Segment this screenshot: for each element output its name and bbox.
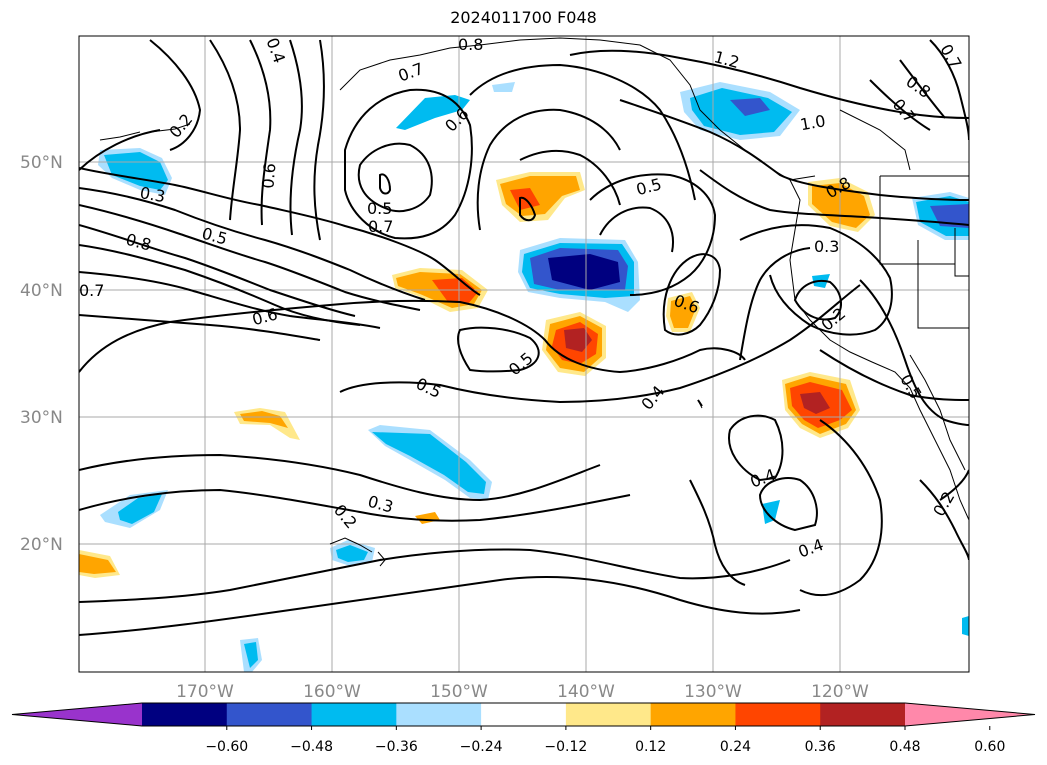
- colorbar-tick-label: −0.48: [290, 739, 333, 755]
- lon-label: 160°W: [303, 682, 361, 702]
- contour-label: 0.4: [796, 535, 826, 562]
- colorbar-tick-label: −0.60: [205, 739, 248, 755]
- colorbar-segment: [226, 703, 313, 726]
- lat-label: 30°N: [20, 408, 63, 428]
- colorbar-segment: [565, 703, 652, 726]
- contour-label: 0.8: [458, 35, 483, 54]
- contour-label: 0.7: [889, 95, 920, 127]
- contour-label: 1.0: [799, 111, 827, 134]
- colorbar-extend-high: [905, 703, 1035, 726]
- colorbar-segment: [311, 703, 397, 726]
- colorbar-segment: [396, 703, 482, 726]
- contour-label: 0.5: [634, 174, 664, 199]
- gridlines: [79, 36, 969, 672]
- colorbar-tick-label: 0.24: [720, 739, 751, 755]
- lon-label: 120°W: [811, 682, 869, 702]
- lat-label: 40°N: [20, 281, 63, 301]
- colorbar-tick-label: −0.12: [544, 739, 587, 755]
- contour-label: 0.5: [505, 348, 537, 379]
- contour-label: 0.3: [814, 237, 839, 256]
- longitude-labels: 170°W 160°W 150°W 140°W 130°W 120°W: [176, 682, 869, 702]
- anomaly-fills: [79, 82, 969, 672]
- contour-label: 0.7: [79, 281, 104, 300]
- lat-label: 50°N: [20, 153, 63, 173]
- contour-label: 0.3: [138, 183, 166, 206]
- contour-label: 0.4: [748, 465, 778, 492]
- colorbar-tick-labels: −0.60 −0.48 −0.36 −0.24 −0.12 0.12 0.24 0.36 0.4…: [205, 726, 1005, 755]
- colorbar: [11, 702, 1036, 727]
- lon-label: 170°W: [176, 682, 234, 702]
- height-contours: [79, 39, 969, 636]
- colorbar-tick-label: −0.36: [375, 739, 418, 755]
- colorbar-segment: [142, 703, 228, 726]
- contour-label: 0.5: [367, 199, 392, 218]
- colorbar-outline: [11, 702, 1036, 727]
- colorbar-tick-label: 0.36: [805, 739, 836, 755]
- lon-label: 150°W: [430, 682, 488, 702]
- colorbar-segment: [735, 703, 821, 726]
- contour-label: 0.4: [637, 382, 668, 414]
- colorbar-segment: [650, 703, 736, 726]
- colorbar-tick-label: −0.24: [460, 739, 503, 755]
- contour-label: 0.7: [368, 217, 393, 236]
- contour-label: 0.5: [413, 374, 444, 402]
- colorbar-extend-low: [12, 703, 142, 726]
- colorbar-segment: [481, 703, 567, 726]
- contour-label: 0.7: [396, 59, 426, 86]
- contour-labels: 0.8 0.4 0.7 1.2 0.7 0.8 0.7 0.2 0.6 1.0 …: [79, 35, 966, 562]
- contour-label: 1.2: [712, 47, 742, 72]
- colorbar-tick-label: 0.60: [974, 739, 1005, 755]
- colorbar-segment: [820, 703, 906, 726]
- lat-label: 20°N: [20, 535, 63, 555]
- contour-label: 0.4: [263, 35, 290, 65]
- colorbar-tick-label: 0.48: [889, 739, 920, 755]
- latitude-labels: 50°N 40°N 30°N 20°N: [20, 153, 63, 555]
- map-title: 2024011700 F048: [450, 8, 597, 27]
- contour-label: 0.2: [330, 501, 361, 533]
- contour-label: 0.2: [929, 488, 958, 520]
- colorbar-tick-label: 0.12: [635, 739, 666, 755]
- lon-label: 140°W: [557, 682, 615, 702]
- lon-label: 130°W: [684, 682, 742, 702]
- contour-label: 0.3: [366, 492, 396, 517]
- contour-label: 0.6: [258, 162, 279, 189]
- contour-label: 0.7: [936, 41, 965, 73]
- contour-label: 0.8: [124, 230, 154, 255]
- plot-frame: [78, 35, 970, 673]
- contour-label: 0.2: [165, 110, 196, 142]
